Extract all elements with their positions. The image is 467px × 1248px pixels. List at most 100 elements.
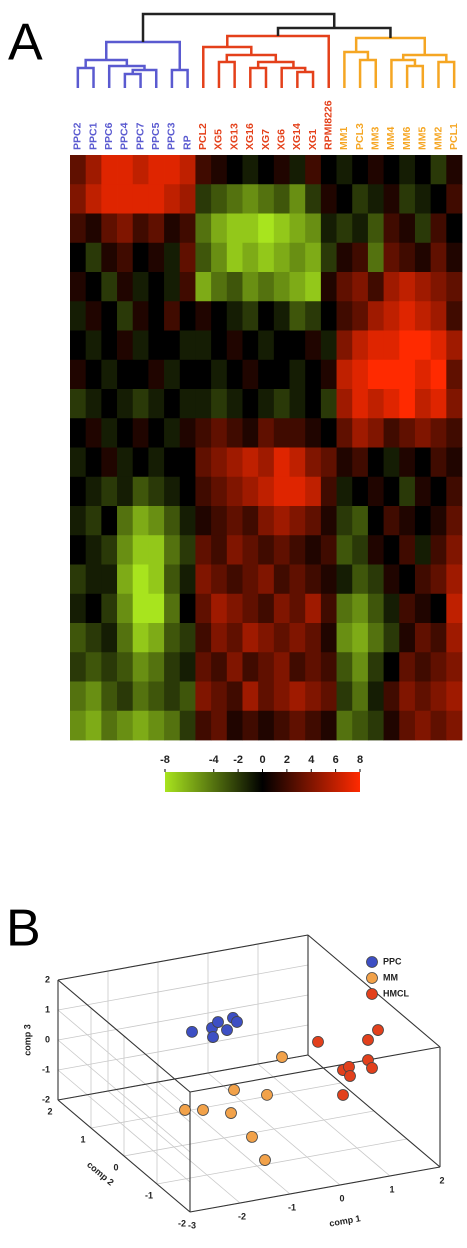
heatmap-cell: [85, 623, 102, 653]
point: [221, 1024, 233, 1036]
heatmap-cell: [258, 710, 275, 741]
column-label: PCL3: [354, 123, 366, 150]
heatmap-cell: [336, 447, 353, 478]
heatmap-cell: [179, 359, 196, 390]
heatmap-cell: [226, 681, 243, 712]
heatmap-cell: [430, 681, 447, 712]
heatmap-cell: [414, 447, 432, 478]
heatmap-cell: [367, 447, 384, 478]
heatmap-cell: [226, 623, 243, 653]
heatmap-cell: [336, 155, 353, 185]
heatmap-cell: [430, 593, 447, 624]
heatmap-cell: [164, 506, 181, 536]
y-tick-label: -2: [178, 1218, 186, 1228]
heatmap-cell: [164, 389, 181, 419]
heatmap-cell: [148, 301, 165, 331]
point: [261, 1088, 273, 1101]
heatmap-cell: [383, 301, 400, 331]
legend-marker: [366, 956, 378, 968]
x-tick-label: 1: [389, 1184, 394, 1194]
heatmap-cell: [195, 681, 212, 712]
heatmap-cell: [148, 564, 165, 595]
heatmap-cell: [179, 593, 196, 624]
heatmap-cell: [273, 652, 290, 682]
column-label: PPC4: [119, 122, 131, 150]
heatmap-cell: [132, 710, 149, 741]
heatmap-cell: [320, 535, 337, 565]
heatmap-cell: [132, 184, 149, 214]
heatmap-cell: [414, 593, 432, 624]
dendrogram-branch: [170, 68, 189, 88]
heatmap-cell: [336, 389, 353, 419]
dendrogram-branch: [131, 68, 158, 88]
heatmap-cell: [352, 623, 369, 653]
heatmap-cell: [273, 301, 290, 331]
column-label: XG14: [291, 123, 303, 150]
column-label: RP: [181, 135, 193, 150]
heatmap-cell: [101, 389, 118, 419]
heatmap-cell: [367, 623, 384, 653]
heatmap-cell: [399, 155, 416, 185]
heatmap-cell: [289, 623, 306, 653]
heatmap-cell: [352, 330, 369, 361]
heatmap-cell: [117, 447, 134, 478]
heatmap-cell: [414, 652, 432, 682]
heatmap-cell: [289, 652, 306, 682]
heatmap-cell: [352, 301, 369, 331]
heatmap-cell: [148, 447, 165, 478]
y-axis-label: comp 2: [85, 1160, 116, 1188]
dendrogram-branch: [296, 70, 315, 88]
heatmap-cell: [70, 447, 87, 478]
heatmap-cell: [226, 389, 243, 419]
box-edge: [57, 979, 191, 1093]
heatmap-cell: [148, 330, 165, 361]
heatmap-cell: [383, 213, 400, 244]
heatmap-cell: [211, 623, 228, 653]
heatmap-cell: [195, 418, 212, 448]
heatmap-cell: [383, 564, 400, 595]
heatmap-cell: [211, 330, 228, 361]
legend-marker: [366, 988, 378, 1000]
heatmap-cell: [211, 389, 228, 419]
heatmap-cell: [383, 652, 400, 682]
heatmap-cell: [258, 359, 275, 390]
heatmap-cell: [164, 184, 181, 214]
z-tick-label: -2: [42, 1094, 50, 1104]
heatmap-cell: [132, 330, 149, 361]
heatmap-cell: [273, 242, 290, 273]
heatmap-cell: [164, 564, 181, 595]
heatmap-cell: [336, 418, 353, 448]
heatmap-cell: [289, 418, 306, 448]
heatmap-cell: [117, 418, 134, 448]
heatmap-cell: [101, 564, 118, 595]
heatmap-cell: [430, 301, 447, 331]
heatmap-cell: [101, 476, 118, 507]
column-label: XG5: [213, 129, 225, 150]
heatmap-cell: [383, 506, 400, 536]
heatmap-cell: [446, 710, 463, 741]
heatmap-cell: [399, 184, 416, 214]
heatmap-cell: [258, 652, 275, 682]
heatmap-cell: [383, 272, 400, 302]
heatmap-cell: [446, 623, 463, 653]
heatmap-cell: [211, 652, 228, 682]
heatmap-cell: [289, 213, 306, 244]
heatmap-cell: [383, 681, 400, 712]
heatmap-cell: [117, 330, 134, 361]
heatmap-cell: [117, 564, 134, 595]
heatmap-cell: [101, 213, 118, 244]
heatmap-cell: [226, 301, 243, 331]
heatmap-cell: [336, 593, 353, 624]
heatmap-cell: [258, 272, 275, 302]
dendrogram-branch: [343, 50, 370, 88]
point: [212, 1016, 224, 1028]
heatmap-cell: [305, 564, 322, 595]
column-label: PCL2: [197, 123, 209, 150]
grid-line: [156, 1138, 408, 1185]
heatmap-cell: [352, 681, 369, 712]
heatmap-cell: [195, 301, 212, 331]
heatmap-cell: [85, 535, 102, 565]
heatmap-cell: [132, 242, 149, 273]
heatmap-cell: [336, 301, 353, 331]
y-tick-label: 1: [80, 1134, 85, 1144]
